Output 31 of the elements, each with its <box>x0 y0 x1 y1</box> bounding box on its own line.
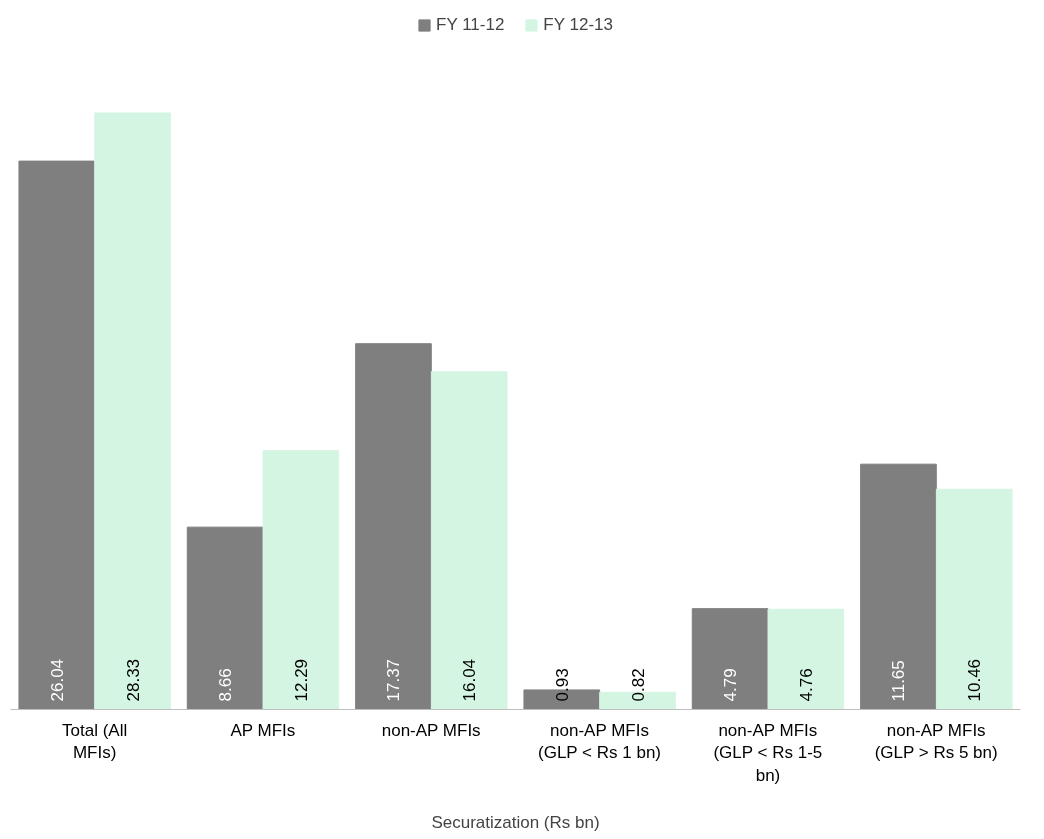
data-label: 16.04 <box>460 658 480 702</box>
data-label: 28.33 <box>123 658 143 702</box>
legend-label: FY 12-13 <box>543 15 613 35</box>
x-tick-label: non-AP MFIs (GLP < Rs 1-5 bn) <box>713 720 823 786</box>
x-axis-title: Securatization (Rs bn) <box>431 813 600 833</box>
bar <box>767 608 845 710</box>
bar <box>262 450 340 710</box>
data-label: 0.93 <box>552 668 572 702</box>
x-tick-label: non-AP MFIs <box>381 720 481 740</box>
bar <box>186 526 264 710</box>
data-label: 8.66 <box>216 668 236 702</box>
data-label: 0.82 <box>628 668 648 702</box>
bar <box>860 463 937 710</box>
bar <box>691 608 769 710</box>
bar <box>18 160 96 710</box>
data-label: 26.04 <box>47 658 67 702</box>
data-label: 4.76 <box>796 668 816 702</box>
legend-label: FY 11-12 <box>436 15 505 35</box>
data-label: 4.79 <box>721 668 741 702</box>
data-label: 11.65 <box>889 660 909 702</box>
x-tick-label: Total (All MFIs) <box>62 720 128 763</box>
x-tick-label: non-AP MFIs (GLP > Rs 5 bn) <box>874 720 998 763</box>
bar <box>355 343 432 710</box>
data-label: 17.37 <box>384 658 404 702</box>
x-tick-label: AP MFIs <box>230 720 296 740</box>
bar <box>94 112 171 710</box>
data-label: 10.46 <box>965 658 985 702</box>
x-tick-label: non-AP MFIs (GLP < Rs 1 bn) <box>538 720 662 763</box>
data-label: 12.29 <box>291 658 311 702</box>
bar <box>935 488 1013 710</box>
bar <box>430 371 508 710</box>
